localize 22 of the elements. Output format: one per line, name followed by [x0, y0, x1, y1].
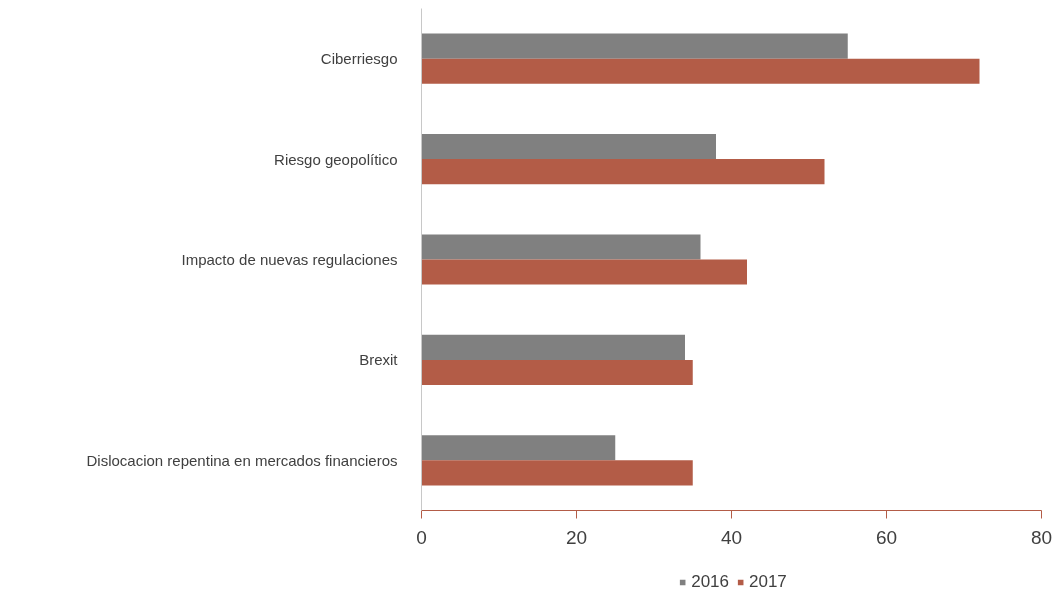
- x-tick-label: 0: [416, 526, 427, 548]
- y-tick-label: Riesgo geopolítico: [274, 150, 398, 168]
- bar: [421, 58, 980, 84]
- bar: [421, 435, 616, 461]
- bar: [421, 259, 747, 285]
- x-tick-label: 40: [720, 526, 743, 548]
- legend-label: 2017: [749, 572, 787, 592]
- legend-label: 2016: [691, 572, 729, 592]
- bar: [421, 460, 693, 486]
- y-tick-label: Brexit: [359, 351, 399, 369]
- bar: [421, 33, 848, 59]
- bar: [421, 159, 825, 185]
- y-tick-label: Dislocacion repentina en mercados financieros: [86, 451, 398, 469]
- bar: [421, 334, 685, 360]
- y-tick-label: Ciberriesgo: [320, 50, 398, 68]
- y-tick-label: Impacto de nuevas regulaciones: [181, 251, 398, 268]
- bar: [421, 134, 716, 160]
- x-tick-label: 60: [875, 526, 898, 548]
- x-tick-label: 20: [565, 526, 588, 548]
- x-tick-label: 80: [1030, 526, 1053, 548]
- bar: [421, 234, 701, 260]
- bar: [421, 359, 693, 385]
